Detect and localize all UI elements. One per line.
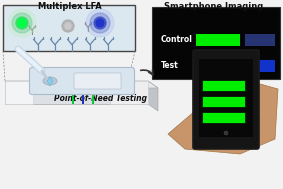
- Polygon shape: [5, 81, 158, 88]
- Text: Test: Test: [161, 61, 179, 70]
- FancyBboxPatch shape: [203, 81, 245, 91]
- Circle shape: [62, 20, 74, 32]
- Polygon shape: [47, 77, 53, 86]
- Circle shape: [65, 23, 71, 29]
- Text: Multiplex LFA: Multiplex LFA: [38, 2, 102, 11]
- Circle shape: [16, 17, 28, 29]
- FancyBboxPatch shape: [199, 59, 253, 137]
- FancyBboxPatch shape: [202, 112, 246, 124]
- Polygon shape: [5, 81, 148, 104]
- Text: Control: Control: [161, 36, 193, 44]
- FancyBboxPatch shape: [74, 73, 121, 89]
- Polygon shape: [168, 84, 278, 154]
- Text: Point-of-Need Testing: Point-of-Need Testing: [53, 94, 147, 103]
- Polygon shape: [72, 81, 74, 104]
- FancyBboxPatch shape: [193, 50, 259, 149]
- FancyBboxPatch shape: [152, 7, 280, 79]
- Circle shape: [224, 131, 228, 135]
- Polygon shape: [92, 81, 94, 104]
- FancyBboxPatch shape: [196, 60, 234, 72]
- Polygon shape: [148, 81, 158, 111]
- FancyBboxPatch shape: [203, 113, 245, 123]
- Circle shape: [18, 19, 26, 27]
- FancyBboxPatch shape: [203, 97, 245, 107]
- FancyBboxPatch shape: [29, 67, 134, 94]
- Text: Smartphone Imaging: Smartphone Imaging: [164, 2, 264, 11]
- Circle shape: [96, 19, 104, 27]
- FancyBboxPatch shape: [196, 34, 240, 46]
- Polygon shape: [82, 81, 84, 104]
- FancyBboxPatch shape: [245, 34, 275, 46]
- FancyBboxPatch shape: [5, 81, 33, 104]
- Ellipse shape: [43, 77, 57, 85]
- FancyBboxPatch shape: [245, 60, 275, 72]
- Circle shape: [8, 9, 36, 37]
- FancyBboxPatch shape: [202, 96, 246, 108]
- FancyBboxPatch shape: [202, 80, 246, 92]
- FancyBboxPatch shape: [3, 5, 135, 51]
- FancyBboxPatch shape: [110, 81, 148, 104]
- Circle shape: [90, 13, 110, 33]
- Circle shape: [94, 17, 106, 29]
- Circle shape: [86, 9, 114, 37]
- Circle shape: [12, 13, 32, 33]
